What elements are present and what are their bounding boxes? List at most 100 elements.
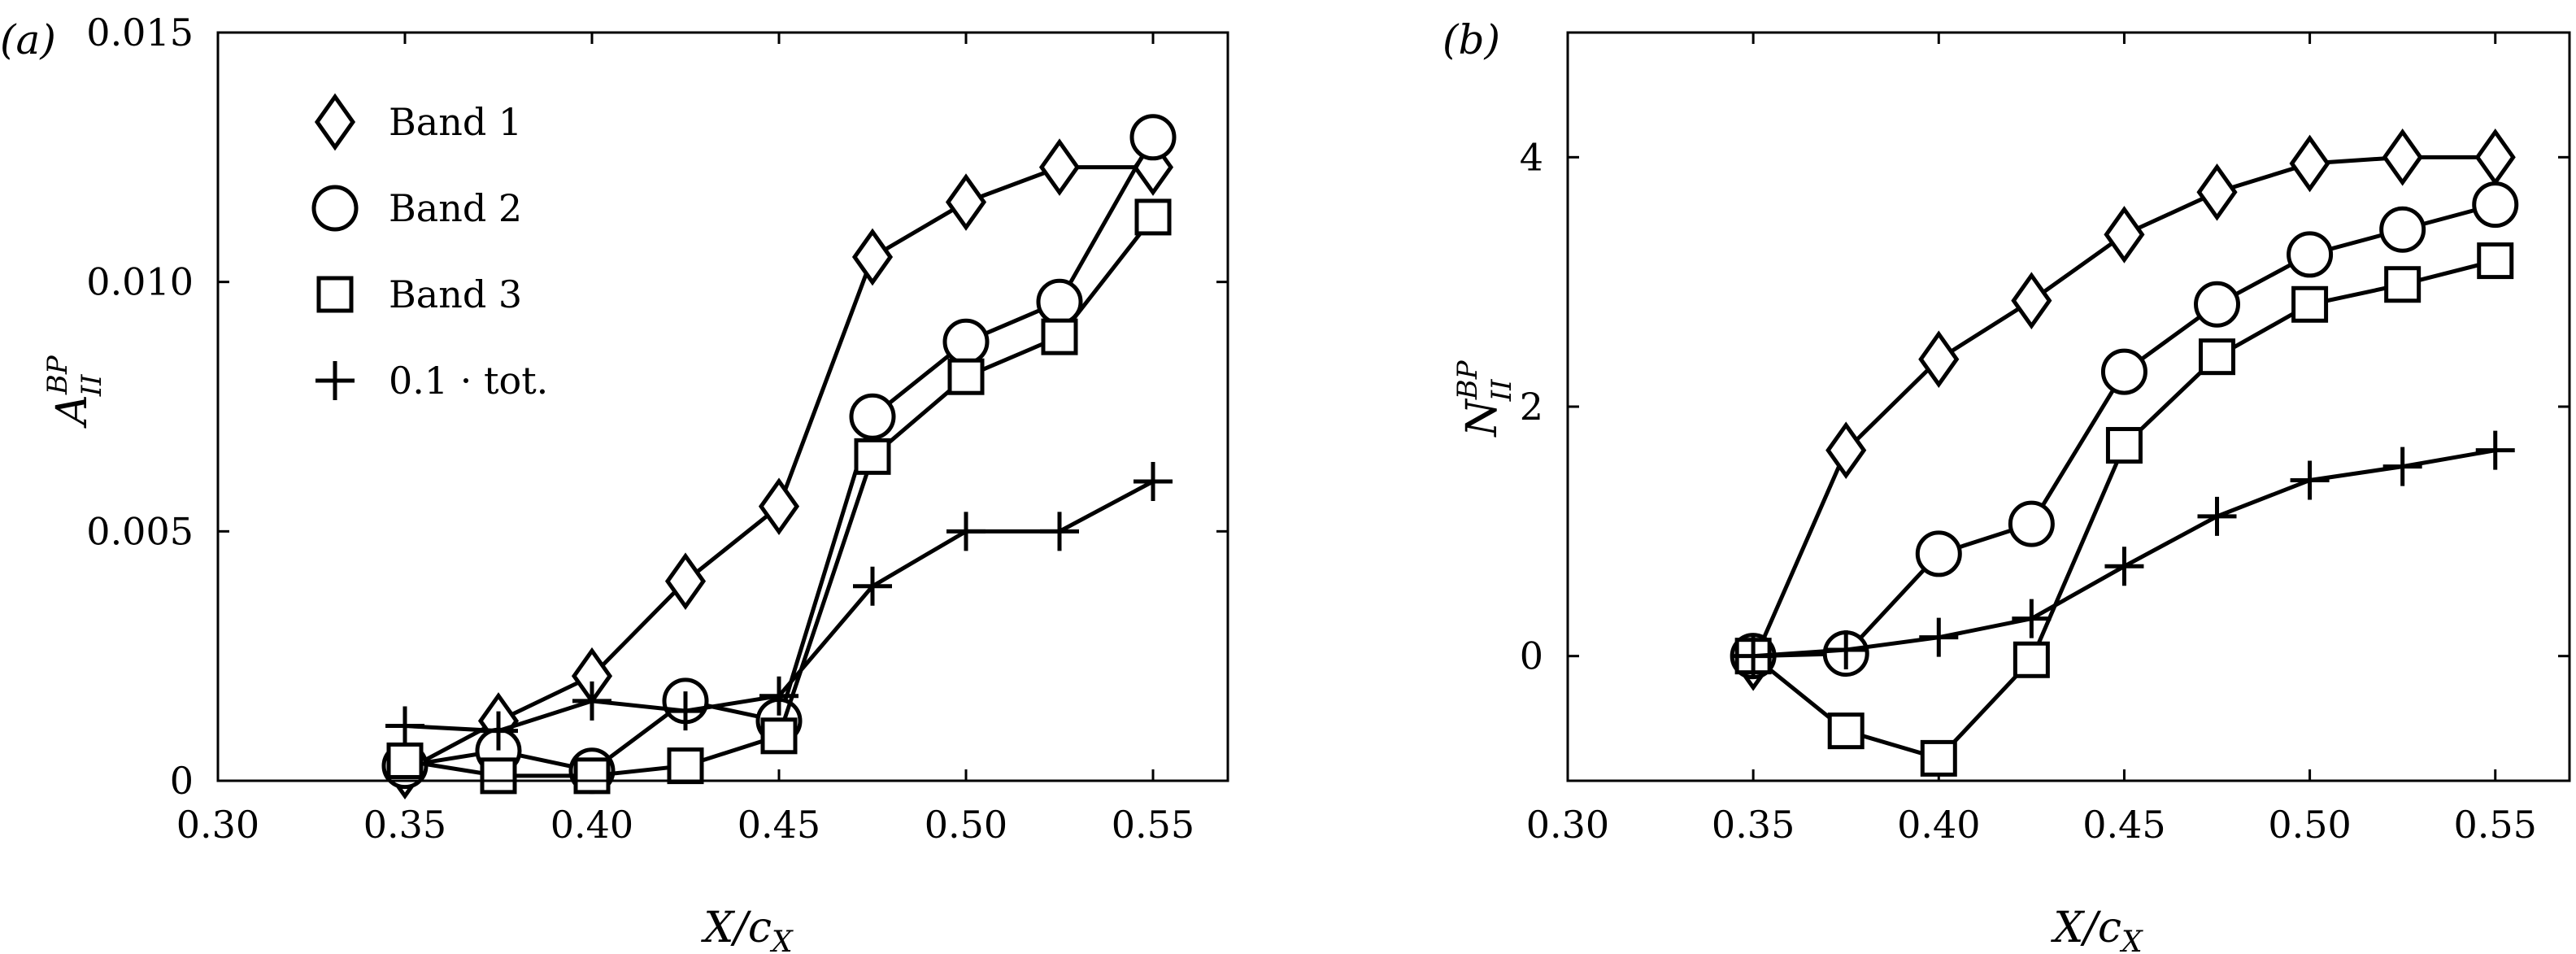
legend-item: Band 2 xyxy=(311,185,522,232)
x-tick-label: 0.35 xyxy=(363,803,446,847)
data-point-diamond xyxy=(2474,129,2516,186)
data-point-diamond xyxy=(2104,206,2145,264)
data-point-circle xyxy=(1915,530,1962,577)
panel-b-tick-marks xyxy=(1566,33,2569,781)
data-point-square xyxy=(1827,712,1865,750)
data-point-circle xyxy=(2194,281,2241,328)
data-point-square xyxy=(1920,739,1957,777)
legend-item: Band 3 xyxy=(316,272,522,316)
data-point-plus xyxy=(2382,447,2422,486)
data-point-diamond xyxy=(945,173,987,231)
svg-text:NBPII: NBPII xyxy=(1451,359,1518,438)
series-line xyxy=(1751,259,2496,761)
legend-marker-diamond xyxy=(314,93,356,151)
legend-label: Band 1 xyxy=(389,100,522,144)
series-plus xyxy=(1734,430,2515,676)
data-point-plus xyxy=(1919,617,1959,657)
data-point-circle xyxy=(942,318,990,365)
data-point-plus xyxy=(946,512,986,551)
data-point-square xyxy=(947,358,985,395)
data-point-circle xyxy=(2008,500,2055,547)
series-square xyxy=(386,198,1172,795)
legend-marker-plus xyxy=(315,361,355,400)
y-tick-label: 4 xyxy=(1520,135,1543,179)
x-tick-label: 0.55 xyxy=(1112,803,1194,847)
series-plus xyxy=(385,462,1173,751)
panel-a-x-tick-labels: 0.30 0.35 0.40 0.45 0.50 0.55 xyxy=(176,803,1194,847)
legend-item: Band 1 xyxy=(314,93,522,151)
panel-a-label: (a) xyxy=(0,16,56,63)
panel-b-label: (b) xyxy=(1442,16,1500,63)
data-point-plus xyxy=(2290,460,2330,500)
panel-a-axes-frame xyxy=(216,31,1229,782)
data-point-square xyxy=(1134,198,1172,236)
data-point-diamond xyxy=(1038,138,1081,196)
data-point-plus xyxy=(1826,630,1866,669)
y-tick-label: 2 xyxy=(1520,385,1543,429)
x-tick-label: 0.45 xyxy=(2082,803,2165,847)
data-point-square xyxy=(2199,338,2236,376)
data-point-square xyxy=(760,717,798,755)
panel-a-legend: Band 1 Band 2 Band 3 0.1 · tot. xyxy=(311,93,548,403)
data-point-plus xyxy=(1134,462,1173,501)
data-point-circle xyxy=(2287,231,2334,278)
data-point-plus xyxy=(2197,496,2237,536)
legend-marker-circle xyxy=(311,185,359,232)
data-point-diamond xyxy=(851,228,894,286)
panel-b-y-tick-labels: 0 2 4 xyxy=(1520,135,1543,677)
panel-b-axes-frame xyxy=(1566,31,2571,782)
series-square xyxy=(1734,242,2514,777)
data-point-plus xyxy=(479,711,518,751)
data-point-square xyxy=(480,757,517,795)
y-tick-label: 0.015 xyxy=(86,11,194,54)
data-point-plus xyxy=(385,706,424,746)
data-point-plus xyxy=(853,566,892,606)
x-tick-label: 0.50 xyxy=(925,803,1007,847)
data-point-plus xyxy=(759,676,798,716)
data-point-plus xyxy=(2012,599,2052,638)
data-point-square xyxy=(2384,266,2422,303)
panel-a-chart: (a) 0 0.005 0.010 0.015 0.30 0.35 0.40 0.45 0.5… xyxy=(0,11,1229,954)
legend-label: 0.1 · tot. xyxy=(389,359,548,403)
legend-marker-square xyxy=(316,276,354,313)
panel-a-series xyxy=(381,114,1177,800)
data-point-plus xyxy=(666,691,705,731)
data-point-square xyxy=(667,747,704,785)
panel-b-series xyxy=(1730,129,2519,777)
data-point-circle xyxy=(2472,181,2519,229)
panel-a-x-axis-label: X/cX xyxy=(700,904,794,954)
panel-b-y-axis-label: NBPII xyxy=(1451,359,1518,438)
panel-b-chart: (b) 0 2 4 0.30 0.35 0.40 0.45 0.50 0.55 X/cX NB… xyxy=(1442,16,2571,954)
data-point-plus xyxy=(2104,547,2144,586)
x-tick-label: 0.55 xyxy=(2454,803,2537,847)
y-tick-label: 0 xyxy=(1520,634,1543,678)
data-point-plus xyxy=(2475,430,2515,470)
data-point-square xyxy=(854,438,891,475)
panel-a-tick-marks xyxy=(216,31,1228,782)
panel-a-y-axis-label: ABPII xyxy=(41,355,108,429)
data-point-circle xyxy=(1129,114,1177,161)
data-point-diamond xyxy=(1918,330,1960,389)
y-tick-label: 0.005 xyxy=(86,509,194,553)
data-point-square xyxy=(1041,318,1078,355)
data-point-square xyxy=(573,757,611,795)
data-point-square xyxy=(2012,641,2050,678)
data-point-circle xyxy=(2379,206,2426,253)
data-point-diamond xyxy=(2289,134,2330,193)
data-point-circle xyxy=(2100,348,2147,395)
x-tick-label: 0.40 xyxy=(1897,803,1980,847)
x-tick-label: 0.45 xyxy=(738,803,820,847)
x-tick-label: 0.50 xyxy=(2268,803,2351,847)
y-tick-label: 0.010 xyxy=(86,260,194,304)
data-point-plus xyxy=(1040,512,1079,551)
x-tick-label: 0.40 xyxy=(550,803,633,847)
data-point-diamond xyxy=(2196,163,2238,221)
data-point-diamond xyxy=(1825,421,1867,479)
panel-b-x-tick-labels: 0.30 0.35 0.40 0.45 0.50 0.55 xyxy=(1526,803,2537,847)
data-point-square xyxy=(2105,427,2143,464)
y-tick-label: 0 xyxy=(170,759,194,803)
data-point-diamond xyxy=(2382,129,2423,186)
data-point-circle xyxy=(849,393,896,440)
data-point-square xyxy=(386,742,424,779)
x-tick-label: 0.30 xyxy=(176,803,259,847)
